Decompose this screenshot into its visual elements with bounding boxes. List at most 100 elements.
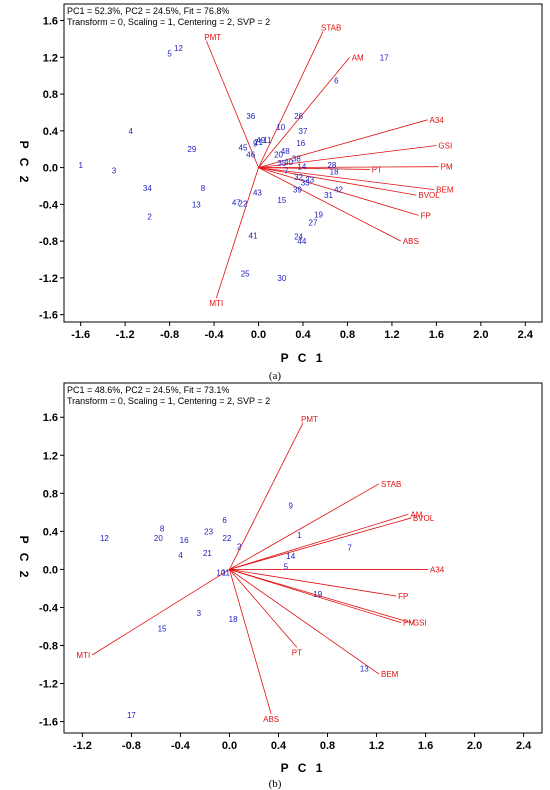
score-point-a-38: 38 bbox=[292, 154, 301, 163]
x-tick-label-b: -0.8 bbox=[122, 740, 141, 752]
vector-stab bbox=[229, 483, 380, 570]
y-axis-label-b: P C 2 bbox=[17, 536, 31, 581]
vector-label-mti: MTI bbox=[209, 299, 223, 308]
y-tick-label-a: -0.4 bbox=[39, 199, 59, 211]
score-point-a-34: 34 bbox=[143, 184, 152, 193]
y-ticks-b: 1.6 1.2 0.8 0.4 0.0 -0.4 -0.8 -1.2 -1.6 bbox=[39, 412, 64, 729]
x-tick-label-a: 2.0 bbox=[473, 329, 488, 341]
y-ticks-a: 1.6 1.2 0.8 0.4 0.0 -0.4 -0.8 -1.2 -1.6 bbox=[39, 16, 64, 322]
x-tick-label-a: 1.2 bbox=[384, 329, 399, 341]
vector-pm bbox=[229, 569, 402, 624]
biplot-panel-b: PC1 = 48.6%, PC2 = 24.5%, Fit = 73.1% Tr… bbox=[17, 382, 543, 790]
score-point-a-14: 14 bbox=[297, 163, 306, 172]
vector-bem bbox=[229, 569, 380, 675]
vector-am bbox=[258, 57, 350, 168]
x-tick-label-a: 0.8 bbox=[340, 329, 355, 341]
vector-label-gsi: GSI bbox=[438, 142, 452, 151]
y-tick-label-a: 0.0 bbox=[43, 163, 58, 175]
score-point-a-39: 39 bbox=[293, 186, 302, 195]
score-point-a-12: 12 bbox=[174, 44, 183, 53]
vector-label-bvol: BVOL bbox=[413, 514, 435, 523]
y-tick-label-a: 0.8 bbox=[43, 89, 58, 101]
score-points-a: 1234567891011121314151617181920212223242… bbox=[78, 44, 389, 283]
caption-a: (a) bbox=[269, 370, 282, 382]
score-point-a-15: 15 bbox=[277, 196, 286, 205]
score-point-a-18: 18 bbox=[330, 167, 339, 176]
score-point-b-16: 16 bbox=[180, 536, 189, 545]
score-point-a-10: 10 bbox=[276, 123, 285, 132]
vector-label-mti: MTI bbox=[76, 651, 90, 660]
plot-frame-b bbox=[63, 382, 543, 734]
score-point-b-20: 20 bbox=[154, 534, 163, 543]
score-point-a-41: 41 bbox=[249, 232, 258, 241]
x-tick-label-b: 0.4 bbox=[271, 740, 287, 752]
score-point-a-32: 32 bbox=[294, 173, 303, 182]
x-tick-label-a: -1.2 bbox=[116, 329, 135, 341]
x-tick-label-a: -0.4 bbox=[205, 329, 225, 341]
y-tick-label-b: 1.2 bbox=[43, 450, 58, 462]
score-point-a-6: 6 bbox=[334, 76, 339, 85]
vector-label-stab: STAB bbox=[321, 24, 341, 33]
vector-stab bbox=[258, 31, 324, 168]
score-point-b-2: 2 bbox=[237, 543, 242, 552]
x-tick-label-b: 1.6 bbox=[418, 740, 433, 752]
score-point-b-9: 9 bbox=[289, 502, 294, 511]
vector-label-fp: FP bbox=[398, 592, 408, 601]
vector-label-pm: PM bbox=[403, 619, 415, 628]
score-point-a-17: 17 bbox=[380, 53, 389, 62]
score-point-b-7: 7 bbox=[347, 544, 352, 553]
vector-label-a34: A34 bbox=[430, 116, 445, 125]
vector-label-bem: BEM bbox=[436, 186, 454, 195]
vector-pt bbox=[258, 167, 370, 170]
y-axis-label-a: P C 2 bbox=[17, 141, 31, 186]
vector-mti bbox=[91, 569, 230, 656]
score-point-a-48: 48 bbox=[281, 147, 290, 156]
score-point-a-24: 24 bbox=[294, 233, 303, 242]
score-point-a-2: 2 bbox=[147, 212, 152, 221]
y-tick-label-b: 1.6 bbox=[43, 412, 58, 424]
y-tick-label-b: -1.2 bbox=[39, 679, 58, 691]
x-tick-label-b: -0.4 bbox=[171, 740, 191, 752]
score-point-a-33: 33 bbox=[301, 178, 310, 187]
y-tick-label-b: -1.6 bbox=[39, 717, 58, 729]
y-tick-label-b: -0.4 bbox=[39, 602, 59, 614]
score-point-a-19: 19 bbox=[314, 210, 323, 219]
score-point-a-30: 30 bbox=[277, 274, 286, 283]
x-tick-label-b: 0.0 bbox=[222, 740, 237, 752]
score-point-b-19: 19 bbox=[313, 590, 322, 599]
header-line2-b: Transform = 0, Scaling = 1, Centering = … bbox=[67, 396, 270, 406]
x-tick-label-a: -0.8 bbox=[160, 329, 179, 341]
score-point-b-4: 4 bbox=[178, 551, 183, 560]
score-point-a-42: 42 bbox=[334, 186, 343, 195]
x-tick-label-b: 1.2 bbox=[369, 740, 384, 752]
x-tick-label-a: 1.6 bbox=[429, 329, 444, 341]
score-point-a-27: 27 bbox=[309, 219, 318, 228]
y-tick-label-b: 0.0 bbox=[43, 564, 58, 576]
x-ticks-b: -1.2 -0.8 -0.4 0.0 0.4 0.8 1.2 1.6 2.0 2.4 bbox=[73, 733, 532, 752]
vector-label-pmt: PMT bbox=[301, 415, 318, 424]
vector-label-a34: A34 bbox=[430, 565, 445, 574]
x-axis-label-a: P C 1 bbox=[281, 351, 326, 365]
vector-label-am: AM bbox=[352, 53, 364, 62]
score-point-a-47: 47 bbox=[232, 199, 241, 208]
vector-bem bbox=[258, 167, 435, 191]
header-line2-a: Transform = 0, Scaling = 1, Centering = … bbox=[67, 17, 270, 27]
score-point-b-1: 1 bbox=[297, 531, 302, 540]
x-tick-label-b: 2.0 bbox=[467, 740, 482, 752]
score-point-b-12: 12 bbox=[100, 534, 109, 543]
caption-b: (b) bbox=[269, 778, 282, 790]
y-tick-label-a: -1.6 bbox=[39, 310, 58, 322]
score-point-b-15: 15 bbox=[158, 624, 167, 633]
x-tick-label-a: -1.6 bbox=[71, 329, 90, 341]
x-axis-label-b: P C 1 bbox=[281, 761, 326, 775]
x-tick-label-b: 2.4 bbox=[516, 740, 532, 752]
vector-label-stab: STAB bbox=[381, 480, 401, 489]
vector-label-fp: FP bbox=[421, 211, 431, 220]
y-tick-label-a: -0.8 bbox=[39, 236, 58, 248]
score-point-a-26: 26 bbox=[294, 112, 303, 121]
score-point-a-21: 21 bbox=[254, 138, 263, 147]
score-point-a-11: 11 bbox=[263, 136, 272, 145]
score-point-a-29: 29 bbox=[187, 145, 196, 154]
